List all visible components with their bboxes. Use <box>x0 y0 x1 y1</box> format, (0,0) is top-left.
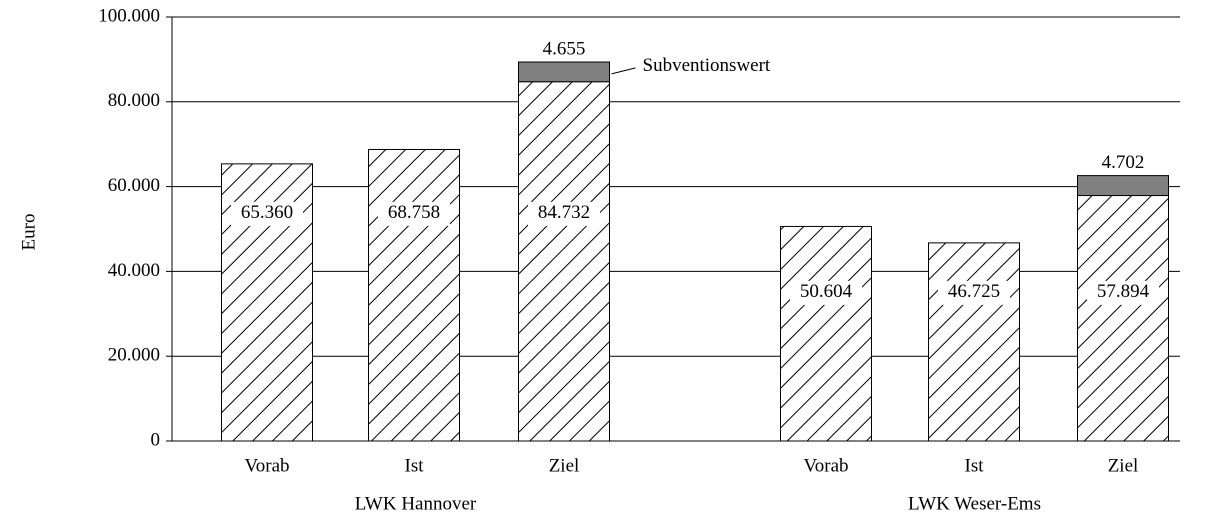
value-label: 50.604 <box>800 281 853 302</box>
value-label: 4.655 <box>543 38 586 59</box>
value-label: 84.732 <box>538 202 590 223</box>
bar-segment <box>368 148 460 442</box>
y-axis-label: Euro <box>18 214 39 251</box>
y-tick-label: 0 <box>151 429 161 450</box>
x-tick-label: Ist <box>965 455 985 476</box>
value-label: 57.894 <box>1097 281 1150 302</box>
annotation-leader <box>611 67 636 75</box>
y-tick-label: 40.000 <box>108 260 160 281</box>
label-background <box>790 280 862 305</box>
y-tick-label: 60.000 <box>108 175 160 196</box>
x-tick-label: Ist <box>405 455 425 476</box>
label-background <box>378 201 450 226</box>
label-background <box>938 280 1010 305</box>
y-tick-label: 20.000 <box>108 345 160 366</box>
label-background <box>231 201 303 226</box>
value-label: 4.702 <box>1102 152 1145 173</box>
value-label: 68.758 <box>388 202 440 223</box>
group-label: LWK Hannover <box>355 493 477 514</box>
x-tick-label: Vorab <box>803 455 848 476</box>
y-tick-label: 80.000 <box>108 90 160 111</box>
x-tick-label: Ziel <box>1108 455 1139 476</box>
bar-segment <box>1077 195 1169 442</box>
value-label: 65.360 <box>241 202 293 223</box>
bar-segment <box>928 242 1020 442</box>
label-background <box>528 201 600 226</box>
x-tick-label: Ziel <box>549 455 580 476</box>
series-annotation: Subventionswert <box>643 55 771 76</box>
group-label: LWK Weser-Ems <box>908 493 1041 514</box>
bar-segment <box>1077 175 1169 197</box>
y-tick-label: 100.000 <box>98 5 160 26</box>
bar-segment <box>518 61 610 83</box>
bar-segment <box>518 81 610 442</box>
value-label: 46.725 <box>948 281 1000 302</box>
bar-segment <box>780 225 872 442</box>
label-background <box>1087 280 1159 305</box>
x-tick-label: Vorab <box>244 455 289 476</box>
